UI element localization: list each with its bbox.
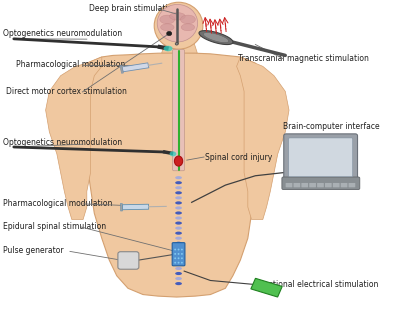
Polygon shape	[162, 38, 197, 53]
Text: Optogenetics neuromodulation: Optogenetics neuromodulation	[2, 29, 122, 38]
Polygon shape	[251, 278, 282, 297]
Ellipse shape	[175, 201, 182, 204]
Ellipse shape	[175, 272, 182, 275]
Ellipse shape	[175, 206, 182, 209]
Ellipse shape	[181, 249, 183, 251]
Text: Transcranial magnetic stimulation: Transcranial magnetic stimulation	[238, 54, 369, 63]
Ellipse shape	[170, 151, 176, 156]
Text: Brain-computer interface: Brain-computer interface	[283, 122, 380, 131]
Ellipse shape	[175, 221, 182, 225]
Text: Spinal cord injury: Spinal cord injury	[205, 153, 272, 161]
Ellipse shape	[178, 249, 180, 251]
FancyBboxPatch shape	[172, 50, 184, 171]
FancyBboxPatch shape	[341, 183, 348, 187]
Ellipse shape	[175, 211, 182, 214]
Ellipse shape	[175, 196, 182, 199]
FancyBboxPatch shape	[348, 183, 355, 187]
FancyBboxPatch shape	[282, 177, 360, 190]
Ellipse shape	[170, 13, 185, 20]
Ellipse shape	[175, 242, 182, 245]
Ellipse shape	[175, 176, 182, 179]
Text: Direct motor cortex stimulation: Direct motor cortex stimulation	[6, 87, 127, 96]
Polygon shape	[46, 57, 102, 219]
Ellipse shape	[175, 237, 182, 240]
Ellipse shape	[175, 216, 182, 219]
Polygon shape	[122, 204, 149, 210]
Ellipse shape	[174, 253, 176, 255]
Ellipse shape	[175, 282, 182, 285]
FancyBboxPatch shape	[172, 243, 185, 266]
Ellipse shape	[180, 15, 196, 24]
Ellipse shape	[164, 46, 172, 51]
Text: Deep brain stimulation: Deep brain stimulation	[90, 4, 178, 13]
FancyBboxPatch shape	[333, 183, 340, 187]
Polygon shape	[203, 33, 229, 43]
Ellipse shape	[175, 227, 182, 230]
Polygon shape	[120, 203, 122, 211]
Ellipse shape	[174, 249, 176, 251]
Ellipse shape	[157, 4, 198, 42]
Polygon shape	[72, 53, 266, 297]
FancyBboxPatch shape	[289, 138, 353, 177]
Polygon shape	[122, 63, 149, 72]
Ellipse shape	[175, 191, 182, 194]
Text: Pulse generator: Pulse generator	[2, 246, 63, 255]
Polygon shape	[199, 31, 233, 45]
Ellipse shape	[154, 2, 203, 49]
Text: Optogenetics neuromodulation: Optogenetics neuromodulation	[2, 138, 122, 148]
Ellipse shape	[160, 15, 175, 24]
FancyBboxPatch shape	[118, 252, 139, 269]
Text: Epidural spinal stimulation: Epidural spinal stimulation	[2, 222, 106, 231]
Ellipse shape	[175, 232, 182, 235]
Ellipse shape	[175, 186, 182, 189]
Ellipse shape	[160, 24, 174, 31]
Ellipse shape	[175, 181, 182, 184]
FancyBboxPatch shape	[286, 183, 292, 187]
Ellipse shape	[175, 277, 182, 280]
FancyBboxPatch shape	[317, 183, 324, 187]
Ellipse shape	[178, 253, 180, 255]
Polygon shape	[236, 57, 289, 219]
Ellipse shape	[181, 262, 183, 263]
Ellipse shape	[174, 262, 176, 263]
Ellipse shape	[175, 43, 178, 45]
Ellipse shape	[175, 267, 182, 270]
Ellipse shape	[174, 257, 176, 259]
Ellipse shape	[181, 253, 183, 255]
Ellipse shape	[178, 257, 180, 259]
Ellipse shape	[174, 156, 183, 166]
Ellipse shape	[175, 257, 182, 260]
FancyBboxPatch shape	[325, 183, 332, 187]
Ellipse shape	[175, 252, 182, 255]
Ellipse shape	[178, 262, 180, 263]
Circle shape	[166, 31, 172, 36]
Ellipse shape	[175, 247, 182, 250]
FancyBboxPatch shape	[294, 183, 300, 187]
Text: Pharmacological modulation: Pharmacological modulation	[2, 199, 112, 208]
Polygon shape	[120, 66, 124, 73]
Text: Functional electrical stimulation: Functional electrical stimulation	[255, 280, 379, 289]
Text: Pharmacological modulation: Pharmacological modulation	[16, 60, 125, 69]
Ellipse shape	[181, 24, 195, 31]
FancyBboxPatch shape	[284, 134, 358, 181]
Ellipse shape	[175, 262, 182, 265]
FancyBboxPatch shape	[309, 183, 316, 187]
Ellipse shape	[181, 257, 183, 259]
FancyBboxPatch shape	[301, 183, 308, 187]
